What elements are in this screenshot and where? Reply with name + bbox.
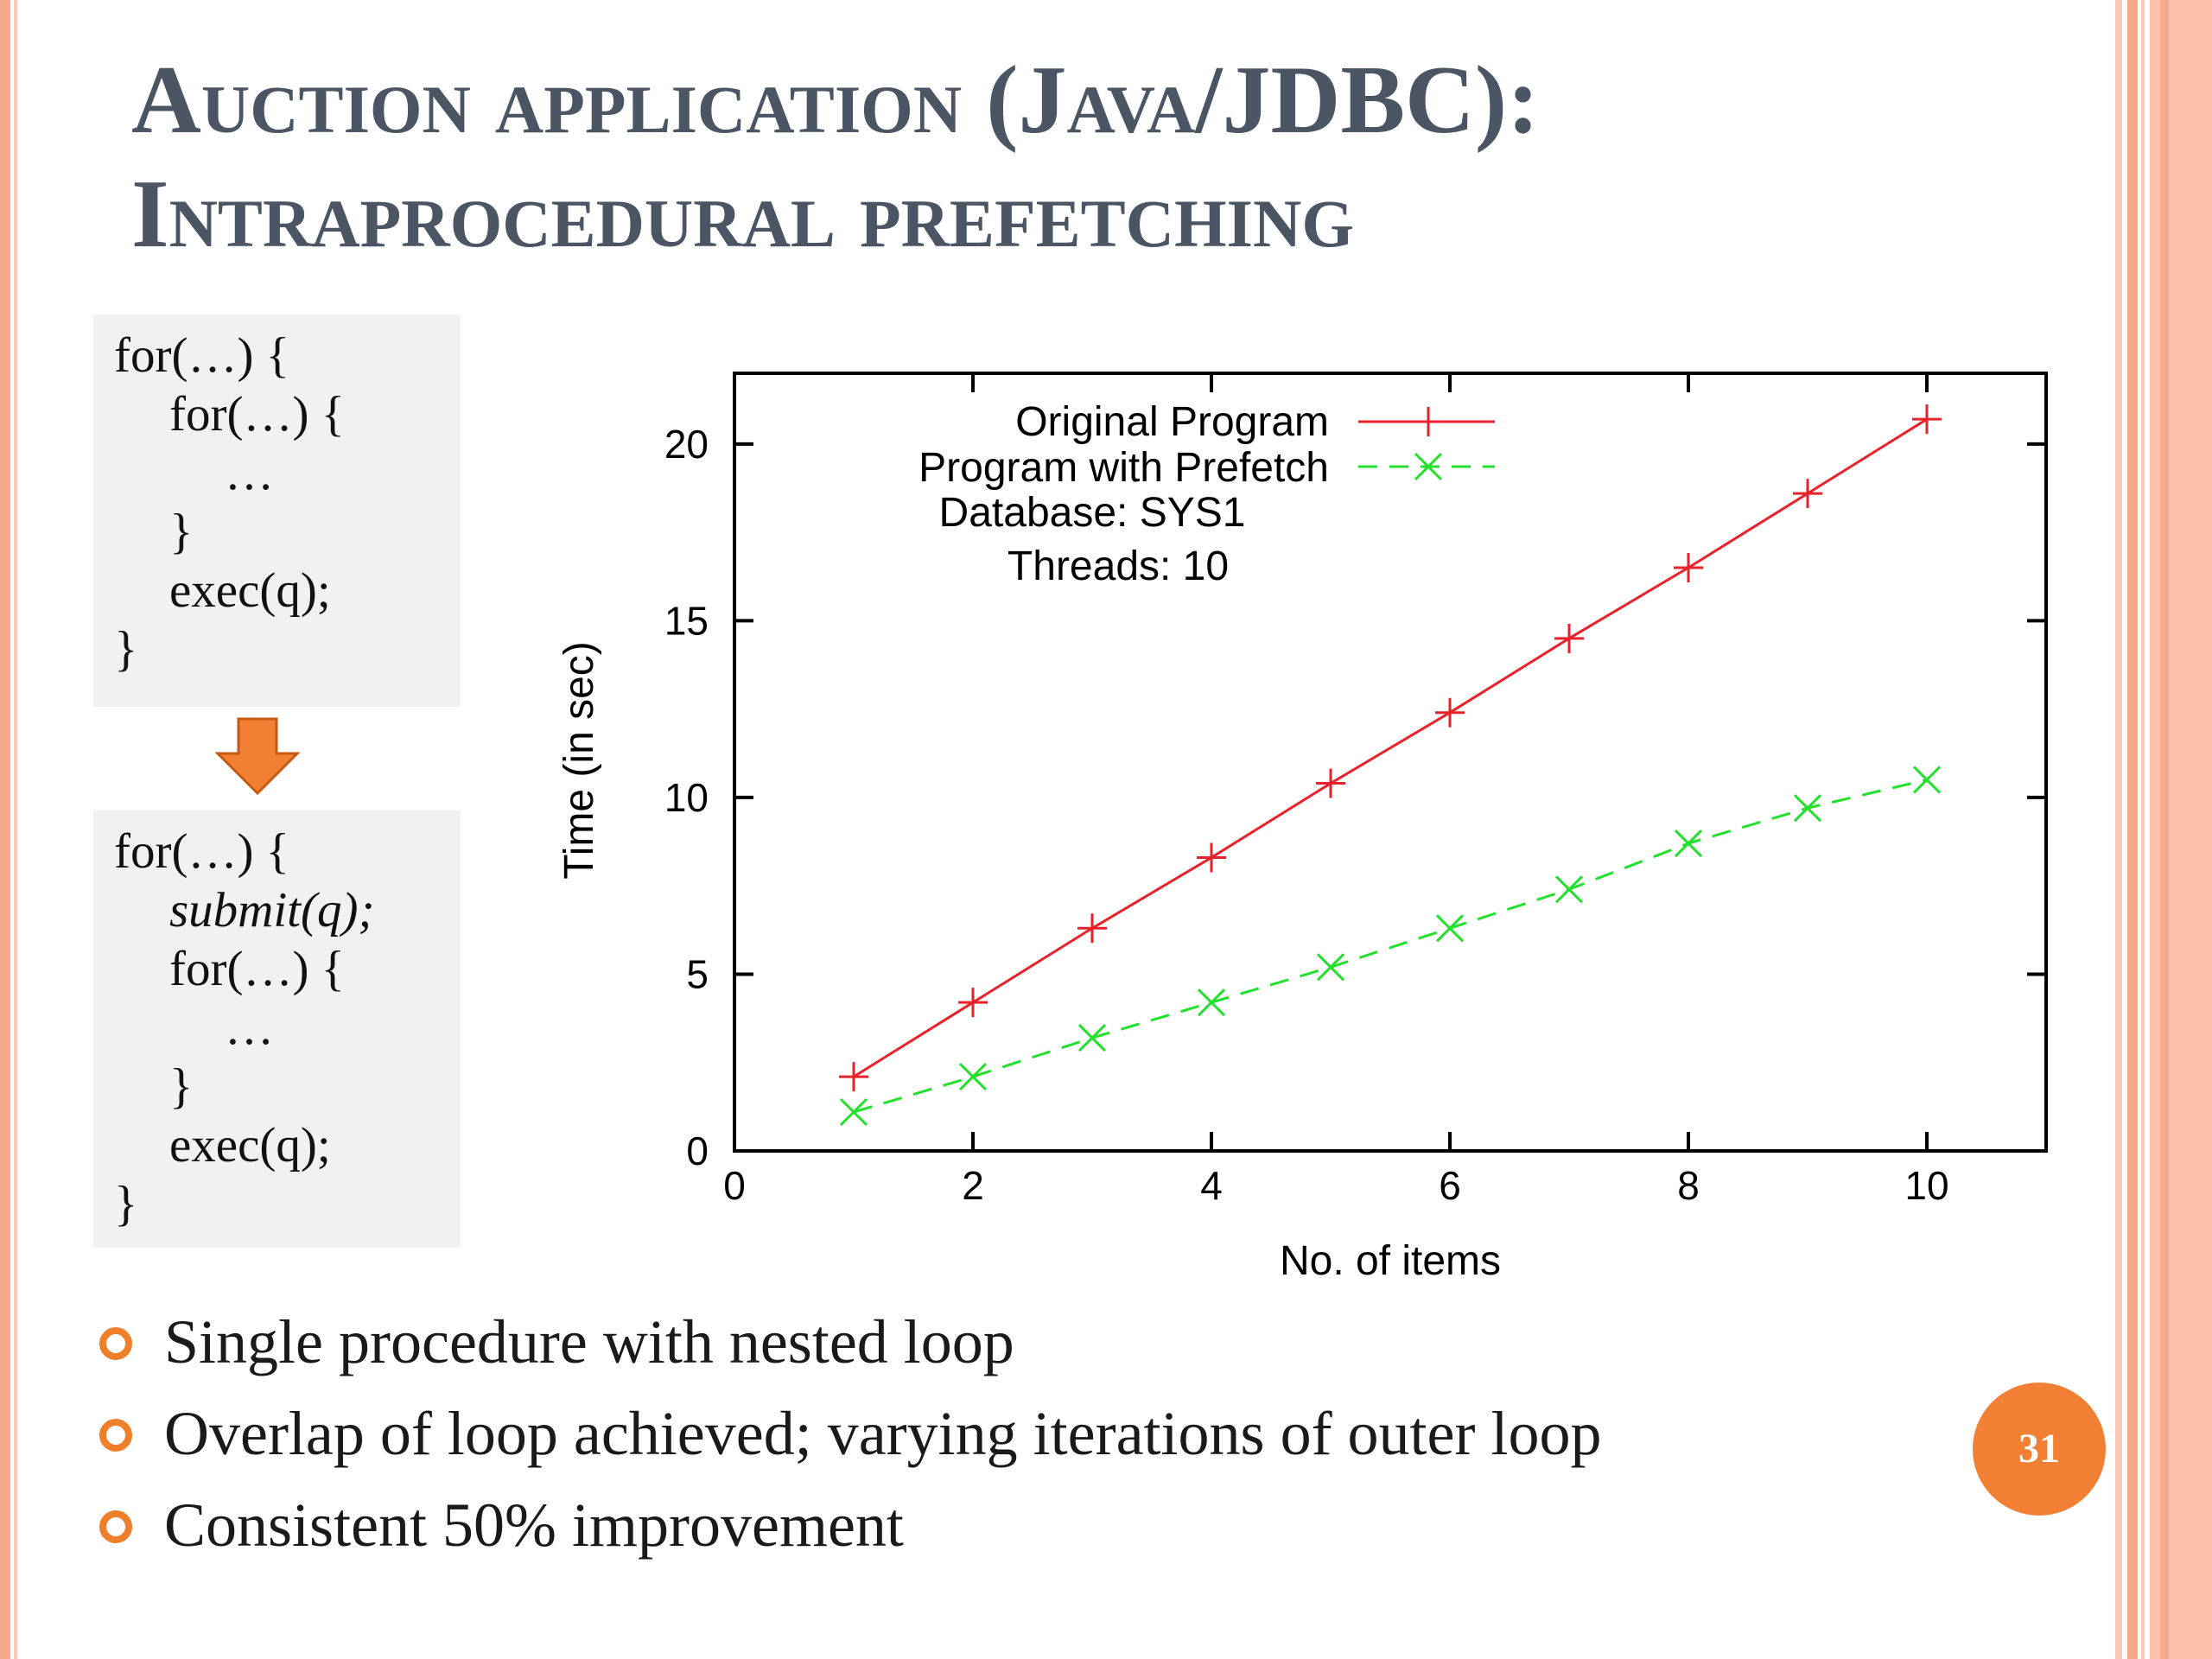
y-tick-label: 10 [664, 775, 709, 820]
x-axis-label: No. of items [1280, 1238, 1501, 1284]
code-line: … [225, 1001, 274, 1055]
bullet-item: Single procedure with nested loop [97, 1300, 1602, 1392]
chart-annotation-database: Database: SYS1 [939, 490, 1246, 536]
axis-ticks: 0 2 4 6 8 10 0 5 10 15 20 [664, 373, 2046, 1208]
code-after-box: for(…) { submit(q); for(…) { … } exec(q)… [93, 810, 461, 1248]
data-point [1316, 768, 1345, 798]
data-point [1077, 913, 1107, 944]
data-point [839, 1097, 868, 1127]
legend-label-original: Original Program [1015, 399, 1329, 445]
bullet-text: Single procedure with nested loop [164, 1307, 1014, 1376]
data-point [958, 1063, 988, 1091]
bullet-circle-icon [99, 1419, 132, 1452]
data-point [1197, 842, 1226, 873]
chart-legend: Original Program Program with Prefetch [918, 399, 1495, 491]
code-line: for(…) { [114, 824, 290, 879]
data-point [1793, 794, 1822, 823]
legend-label-prefetch: Program with Prefetch [918, 445, 1329, 491]
chart-annotation-threads: Threads: 10 [1007, 543, 1229, 589]
code-line: } [114, 622, 138, 677]
data-point [1674, 553, 1703, 582]
code-before-box: for(…) { for(…) { … } exec(q); } [93, 315, 461, 707]
data-point [1554, 623, 1584, 653]
code-line: submit(q); [169, 883, 375, 938]
page-number-badge: 31 [1973, 1382, 2106, 1516]
legend-marker-prefetch [1414, 452, 1443, 481]
y-tick-label: 0 [686, 1128, 709, 1173]
bullet-item: Overlap of loop achieved; varying iterat… [97, 1392, 1602, 1484]
data-point [839, 1062, 868, 1092]
x-tick-label: 0 [723, 1163, 746, 1208]
slide-title-line-1: Auction application (Java/JDBC): [131, 47, 1540, 154]
code-line: … [225, 446, 274, 500]
y-tick-label: 20 [664, 422, 709, 467]
x-tick-label: 10 [1904, 1163, 1948, 1208]
y-tick-label: 5 [686, 951, 709, 996]
code-line: exec(q); [169, 1118, 331, 1173]
code-line: } [169, 505, 194, 559]
data-point [958, 988, 988, 1018]
down-arrow-icon [214, 717, 301, 796]
chart-series [839, 404, 1942, 1127]
bullet-item: Consistent 50% improvement [97, 1484, 1602, 1575]
series-line-0 [853, 417, 1928, 1078]
code-line: for(…) { [169, 387, 346, 442]
code-line: exec(q); [169, 563, 331, 618]
bullet-text: Overlap of loop achieved; varying iterat… [164, 1399, 1602, 1468]
data-point [1197, 988, 1226, 1017]
code-line: for(…) { [169, 942, 346, 996]
x-tick-label: 2 [962, 1163, 984, 1208]
bullet-circle-icon [99, 1510, 132, 1543]
x-tick-label: 4 [1200, 1163, 1223, 1208]
slide-title: Auction application (Java/JDBC): Intrapr… [131, 43, 2032, 271]
series-line-1 [853, 778, 1928, 1114]
y-axis-label: Time (in sec) [556, 641, 602, 880]
code-line: } [169, 1059, 194, 1114]
data-point [1912, 404, 1942, 435]
x-tick-label: 8 [1677, 1163, 1700, 1208]
data-point [1793, 479, 1822, 509]
data-point [1912, 766, 1942, 794]
x-tick-label: 6 [1439, 1163, 1461, 1208]
data-point [1435, 697, 1465, 728]
code-line: for(…) { [114, 328, 290, 383]
code-line: } [114, 1177, 138, 1231]
data-point [1554, 875, 1584, 904]
legend-marker-original [1414, 407, 1443, 436]
data-point [1316, 953, 1345, 982]
data-point [1077, 1024, 1107, 1052]
data-point [1674, 830, 1703, 858]
y-tick-label: 15 [664, 598, 709, 643]
data-point [1435, 914, 1465, 943]
bullet-list: Single procedure with nested loop Overla… [97, 1300, 1602, 1575]
bullet-text: Consistent 50% improvement [164, 1491, 904, 1560]
plot-area-frame [733, 372, 2048, 1153]
bullet-circle-icon [99, 1327, 132, 1360]
slide-title-line-2: Intraprocedural prefetching [131, 161, 1354, 268]
